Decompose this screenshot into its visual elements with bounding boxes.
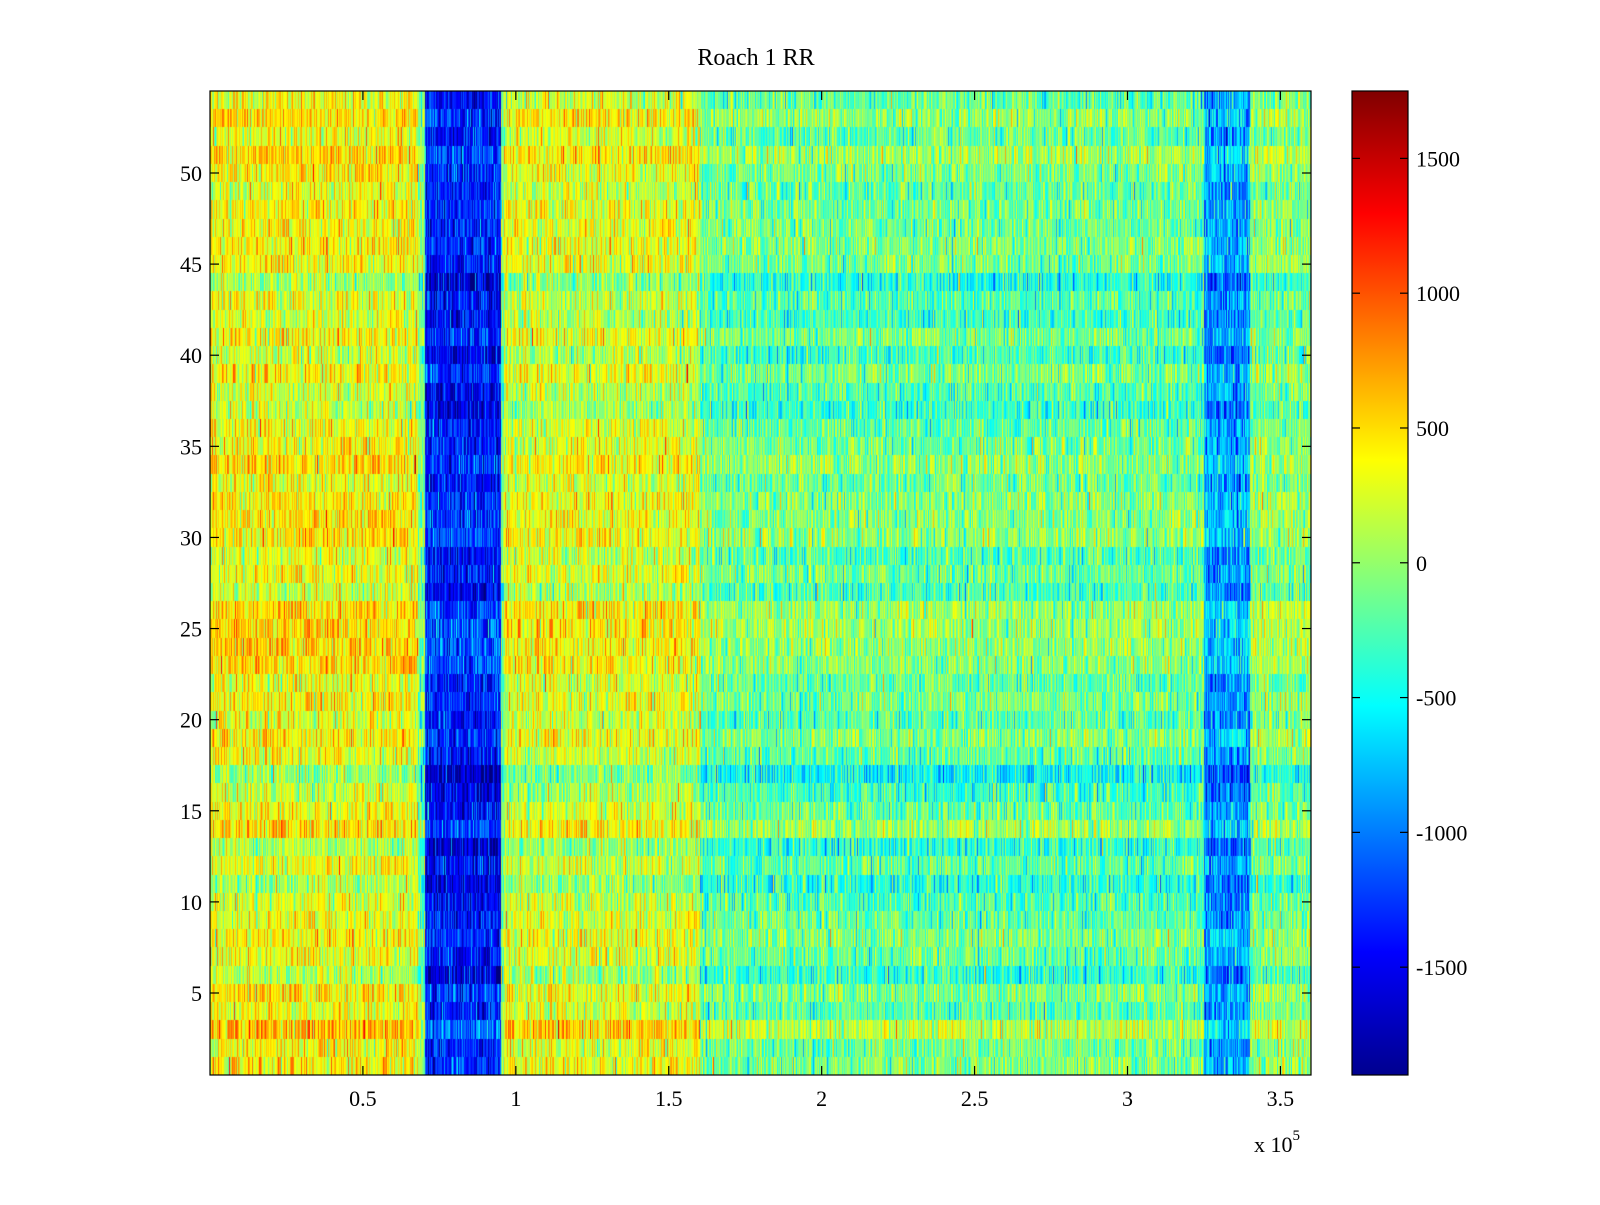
colorbar-tick-label: -1500 (1416, 955, 1467, 980)
x-tick-label: 1.5 (655, 1086, 683, 1111)
x-tick-label: 2 (816, 1086, 827, 1111)
colorbar-tick-label: 1000 (1416, 281, 1460, 306)
x-axis: 0.5 1 1.5 2 2.5 3 3.5 (349, 91, 1294, 1111)
y-tick-label: 20 (180, 708, 202, 733)
colorbar-ticks: 1500 1000 500 0 -500 -1000 -1500 (1352, 146, 1467, 980)
y-tick-label: 50 (180, 161, 202, 186)
heatmap-plot-area (209, 90, 1312, 1076)
colorbar-tick-label: -1000 (1416, 820, 1467, 845)
plot-frame (209, 90, 1312, 1076)
x-tick-label: 3.5 (1267, 1086, 1295, 1111)
y-tick-label: 45 (180, 252, 202, 277)
y-axis: 5 10 15 20 25 30 35 40 45 50 (180, 161, 1311, 1006)
y-tick-label: 25 (180, 617, 202, 642)
x-exponent-power: 5 (1293, 1128, 1301, 1144)
x-exponent-base: x 10 (1254, 1132, 1293, 1157)
x-tick-label: 1 (510, 1086, 521, 1111)
heatmap-raster-container (210, 91, 1311, 1075)
colorbar-tick-label: 500 (1416, 416, 1449, 441)
colorbar-tick-label: 1500 (1416, 146, 1460, 171)
x-tick-label: 0.5 (349, 1086, 377, 1111)
colorbar-tick-label: -500 (1416, 686, 1456, 711)
y-tick-label: 35 (180, 434, 202, 459)
y-tick-label: 15 (180, 799, 202, 824)
heatmap-raster (210, 91, 1311, 1075)
x-tick-label: 2.5 (961, 1086, 989, 1111)
chart-title: Roach 1 RR (697, 45, 814, 71)
x-tick-label: 3 (1122, 1086, 1133, 1111)
colorbar-tick-label: 0 (1416, 551, 1427, 576)
y-tick-label: 40 (180, 343, 202, 368)
y-tick-label: 30 (180, 525, 202, 550)
colorbar: 1500 1000 500 0 -500 -1000 -1500 (1351, 90, 1467, 1076)
y-tick-label: 5 (191, 981, 202, 1006)
y-tick-label: 10 (180, 890, 202, 915)
x-exponent-label: x 105 (1254, 1128, 1300, 1157)
colorbar-gradient (1351, 90, 1409, 1076)
